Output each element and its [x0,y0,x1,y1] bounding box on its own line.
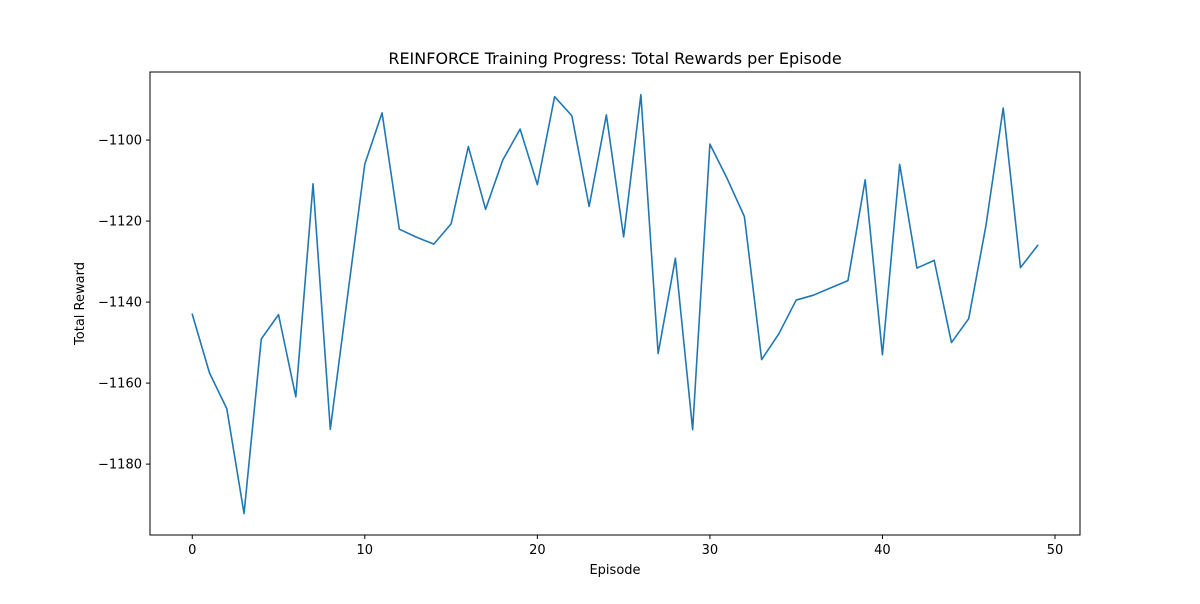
y-axis-label: Total Reward [73,262,88,346]
plot-area [191,93,1039,515]
y-tick-label: −1120 [98,215,142,230]
y-tick-label: −1100 [98,134,142,149]
x-tick-label: 40 [874,543,891,558]
x-tick-label: 0 [188,543,196,558]
x-axis-ticks: 0 10 20 30 40 50 [188,535,1063,558]
chart-title: REINFORCE Training Progress: Total Rewar… [388,49,841,68]
y-tick-label: −1160 [98,377,142,392]
x-tick-label: 50 [1047,543,1064,558]
x-axis-label: Episode [589,563,640,578]
x-tick-label: 10 [357,543,374,558]
y-axis-ticks: −1180 −1160 −1140 −1120 −1100 [98,134,150,473]
plot-frame [149,71,1081,536]
x-tick-label: 20 [529,543,546,558]
y-tick-label: −1180 [98,458,142,473]
series-line [191,93,1039,515]
x-tick-label: 30 [702,543,719,558]
y-tick-label: −1140 [98,296,142,311]
